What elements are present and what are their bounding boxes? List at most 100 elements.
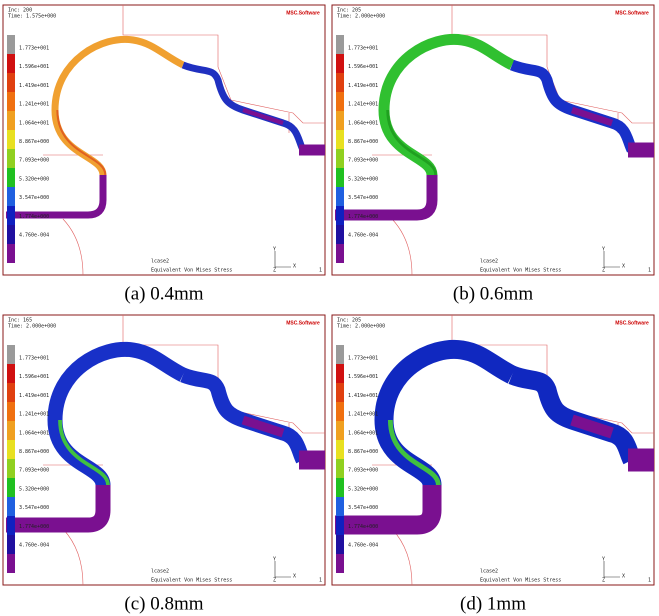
legend-swatch (336, 130, 344, 149)
legend-swatch (336, 187, 344, 206)
legend-label: 5.320e+000 (19, 486, 49, 492)
legend-label: 1.596e+001 (19, 64, 49, 70)
axis-z: Z (273, 268, 276, 274)
legend-label: 1.064e+001 (19, 430, 49, 436)
quantity-label: Equivalent Von Mises Stress (151, 578, 232, 584)
legend-label: 3.547e+000 (19, 505, 49, 511)
legend-label: 1.064e+001 (348, 120, 378, 126)
time-label: Time: 2.000e+000 (337, 14, 385, 20)
axis-triad (603, 251, 620, 268)
caption: (c) 0.8mm (124, 593, 203, 614)
legend-swatch (336, 478, 344, 497)
axis-triad (274, 561, 291, 578)
part-bulb-inner (58, 419, 110, 486)
legend-swatch (336, 149, 344, 168)
legend-swatch (336, 516, 344, 535)
legend-label: 7.093e+000 (19, 468, 49, 474)
legend-swatch (336, 497, 344, 516)
legend-swatch (7, 497, 15, 516)
part-arm (181, 61, 307, 152)
footer-index: 1 (648, 268, 651, 274)
legend-swatch (7, 130, 15, 149)
legend-swatch (7, 459, 15, 478)
legend-swatch (7, 54, 15, 73)
legend-swatch (336, 345, 344, 364)
legend-label: 1.419e+001 (19, 83, 49, 89)
axis-z: Z (273, 578, 276, 584)
caption: (b) 0.6mm (453, 283, 533, 304)
legend-label: 1.774e+000 (348, 524, 378, 530)
part-bulb-inner (56, 109, 107, 176)
axis-z: Z (602, 578, 605, 584)
part-bottom (335, 485, 442, 535)
legend-swatch (336, 402, 344, 421)
axis-y: Y (602, 557, 605, 563)
axis-x: X (622, 264, 625, 270)
legend-swatch (336, 111, 344, 130)
increment-label: Inc: 205 (337, 8, 361, 14)
time-label: Time: 2.000e+000 (337, 324, 385, 330)
legend-swatch (7, 73, 15, 92)
footer-index: 1 (319, 268, 322, 274)
legend-swatch (7, 35, 15, 54)
legend-label: 1.596e+001 (348, 374, 378, 380)
legend-swatch (336, 364, 344, 383)
legend-swatch (7, 111, 15, 130)
logo: MSC.Software (286, 10, 320, 16)
legend-swatch (336, 54, 344, 73)
legend-swatch (336, 35, 344, 54)
legend-swatch (336, 92, 344, 111)
legend-swatch (7, 440, 15, 459)
legend-label: 4.760e-004 (348, 543, 378, 549)
legend-swatch (7, 516, 15, 535)
time-label: Time: 1.575e+000 (8, 14, 56, 20)
legend-label: 1.774e+000 (19, 214, 49, 220)
footer-index: 1 (319, 578, 322, 584)
legend-label: 5.320e+000 (19, 176, 49, 182)
legend-swatch (7, 421, 15, 440)
legend-swatch (7, 168, 15, 187)
legend-swatch (336, 168, 344, 187)
legend-label: 4.760e-004 (19, 233, 49, 239)
legend-swatch (7, 402, 15, 421)
panel-frame (331, 4, 655, 276)
case-label: lcase2 (480, 259, 498, 265)
legend-label: 3.547e+000 (348, 195, 378, 201)
legend-label: 7.093e+000 (348, 468, 378, 474)
legend-swatch (7, 364, 15, 383)
legend-swatch (336, 206, 344, 225)
axis-y: Y (602, 247, 605, 253)
footer-index: 1 (648, 578, 651, 584)
legend-label: 1.419e+001 (348, 393, 378, 399)
part-arm-tone (570, 106, 614, 127)
caption: (a) 0.4mm (124, 283, 203, 304)
increment-label: Inc: 205 (337, 318, 361, 324)
axis-y: Y (273, 557, 276, 563)
part-bulb-inner (387, 419, 441, 486)
legend-label: 1.773e+001 (348, 356, 378, 362)
increment-label: Inc: 200 (8, 8, 32, 14)
axis-y: Y (273, 247, 276, 253)
part-arm-tone (242, 108, 284, 125)
legend-swatch (336, 554, 344, 573)
legend-swatch (336, 459, 344, 478)
axis-x: X (293, 264, 296, 270)
legend-label: 4.760e-004 (348, 233, 378, 239)
axis-z: Z (602, 268, 605, 274)
legend-swatch (7, 383, 15, 402)
increment-label: Inc: 165 (8, 318, 32, 324)
legend-swatch (336, 244, 344, 263)
axis-x: X (622, 574, 625, 580)
legend-label: 1.773e+001 (19, 356, 49, 362)
part-bulb (374, 339, 517, 488)
part-bulb-inner (386, 109, 438, 176)
legend-label: 1.241e+001 (348, 102, 378, 108)
quantity-label: Equivalent Von Mises Stress (151, 268, 232, 274)
part-bulb (51, 35, 185, 176)
logo: MSC.Software (615, 320, 649, 326)
axis-triad (603, 561, 620, 578)
logo: MSC.Software (286, 320, 320, 326)
legend-label: 1.241e+001 (19, 102, 49, 108)
legend-label: 1.419e+001 (348, 83, 378, 89)
